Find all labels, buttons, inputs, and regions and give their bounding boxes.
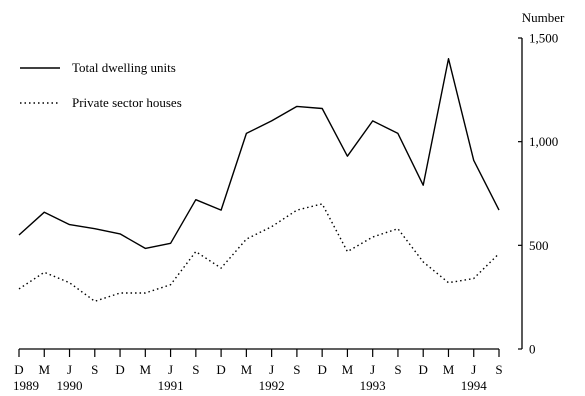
x-tick-label: S	[192, 362, 199, 377]
x-tick-label: J	[67, 362, 72, 377]
x-tick-label: D	[115, 362, 124, 377]
x-year-label: 1991	[158, 378, 184, 393]
x-tick-label: J	[269, 362, 274, 377]
y-tick-label: 500	[529, 238, 549, 253]
x-tick-label: M	[443, 362, 455, 377]
x-year-label: 1994	[461, 378, 488, 393]
x-tick-label: M	[38, 362, 50, 377]
x-tick-label: D	[317, 362, 326, 377]
x-tick-label: D	[216, 362, 225, 377]
x-tick-label: J	[370, 362, 375, 377]
x-year-label: 1993	[360, 378, 386, 393]
y-axis-title: Number	[522, 10, 565, 25]
x-year-label: 1990	[57, 378, 83, 393]
y-tick-label: 0	[529, 342, 536, 357]
x-tick-label: M	[140, 362, 152, 377]
y-tick-label: 1,500	[529, 31, 558, 46]
series-layer	[18, 58, 500, 302]
legend-label-total-dwelling-units: Total dwelling units	[72, 60, 176, 75]
x-tick-label: J	[471, 362, 476, 377]
series-line-private-sector-houses	[18, 203, 500, 302]
x-tick-label: J	[168, 362, 173, 377]
x-tick-label: D	[14, 362, 23, 377]
x-tick-label: D	[419, 362, 428, 377]
y-tick-label: 1,000	[529, 134, 558, 149]
legend: Total dwelling units Private sector hous…	[20, 60, 182, 110]
x-tick-label: S	[495, 362, 502, 377]
x-year-label: 1992	[259, 378, 285, 393]
x-tick-label: S	[293, 362, 300, 377]
series-line-total-dwelling-units	[18, 58, 500, 250]
x-tick-label: M	[241, 362, 253, 377]
legend-label-private-sector-houses: Private sector houses	[72, 95, 182, 110]
x-tick-label: M	[342, 362, 354, 377]
x-year-label: 1989	[13, 378, 39, 393]
x-tick-label: S	[394, 362, 401, 377]
x-tick-label: S	[91, 362, 98, 377]
